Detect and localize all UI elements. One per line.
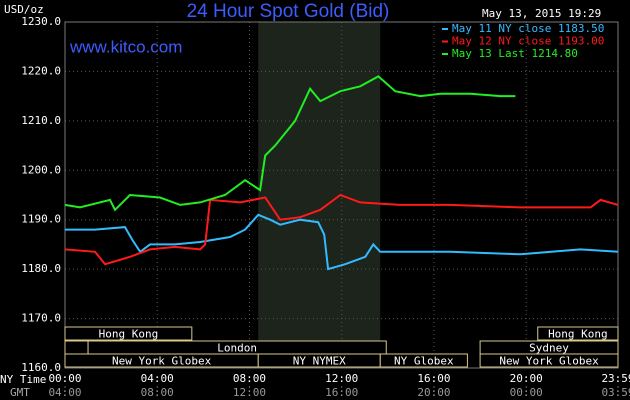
x2-tick-label: 12:00	[233, 386, 266, 399]
session-box	[64, 326, 193, 341]
x-axis-label: NY Time	[0, 373, 46, 386]
legend-label: May 12 NY close 1193.00	[452, 35, 604, 48]
y-axis-label: USD/oz	[4, 3, 44, 16]
session-label: Hong Kong	[548, 328, 608, 341]
chart-title: 24 Hour Spot Gold (Bid)	[187, 1, 390, 22]
session-label: NY NYMEX	[293, 355, 346, 368]
series-line	[65, 213, 619, 271]
session-label: NY Globex	[394, 355, 454, 368]
x-tick-label: 00:00	[48, 372, 81, 385]
session-label: Hong Kong	[99, 328, 159, 341]
y-tick-label: 1180.0	[21, 262, 61, 275]
x2-tick-label: 20:00	[417, 386, 450, 399]
date-label: May 13, 2015 19:29	[482, 7, 601, 20]
shaded-range	[258, 22, 381, 368]
series-line	[64, 193, 619, 266]
x-tick-label: 16:00	[417, 372, 450, 385]
session-label: New York Globex	[112, 355, 212, 368]
legend-label: May 13 Last 1214.80	[452, 47, 578, 60]
y-tick-label: 1160.0	[21, 361, 61, 374]
y-tick-label: 1190.0	[21, 213, 61, 226]
session-label: New York Globex	[499, 355, 599, 368]
session-box	[64, 340, 89, 355]
x-tick-label: 23:59	[601, 372, 630, 385]
x2-axis-label: GMT	[10, 386, 30, 399]
session-box	[479, 353, 619, 368]
y-tick-label: 1200.0	[21, 163, 61, 176]
x2-tick-label: 08:00	[141, 386, 174, 399]
y-tick-label: 1210.0	[21, 114, 61, 127]
x-tick-label: 12:00	[325, 372, 358, 385]
y-tick-label: 1170.0	[21, 312, 61, 325]
x2-tick-label: 03:59	[601, 386, 630, 399]
plot-frame	[64, 21, 619, 369]
session-label: London	[217, 342, 257, 355]
session-box	[537, 326, 619, 341]
y-tick-label: 1230.0	[21, 15, 61, 28]
series-line	[64, 75, 516, 212]
session-label: Sydney	[529, 342, 569, 355]
x-tick-label: 04:00	[141, 372, 174, 385]
x-tick-label: 08:00	[233, 372, 266, 385]
session-box	[379, 353, 468, 368]
x-tick-label: 20:00	[510, 372, 543, 385]
y-tick-label: 1220.0	[21, 64, 61, 77]
site-label: www.kitco.com	[69, 37, 182, 56]
legend-label: May 11 NY close 1183.50	[452, 22, 604, 35]
x2-tick-label: 00:00	[510, 386, 543, 399]
x2-tick-label: 16:00	[325, 386, 358, 399]
x2-tick-label: 04:00	[48, 386, 81, 399]
